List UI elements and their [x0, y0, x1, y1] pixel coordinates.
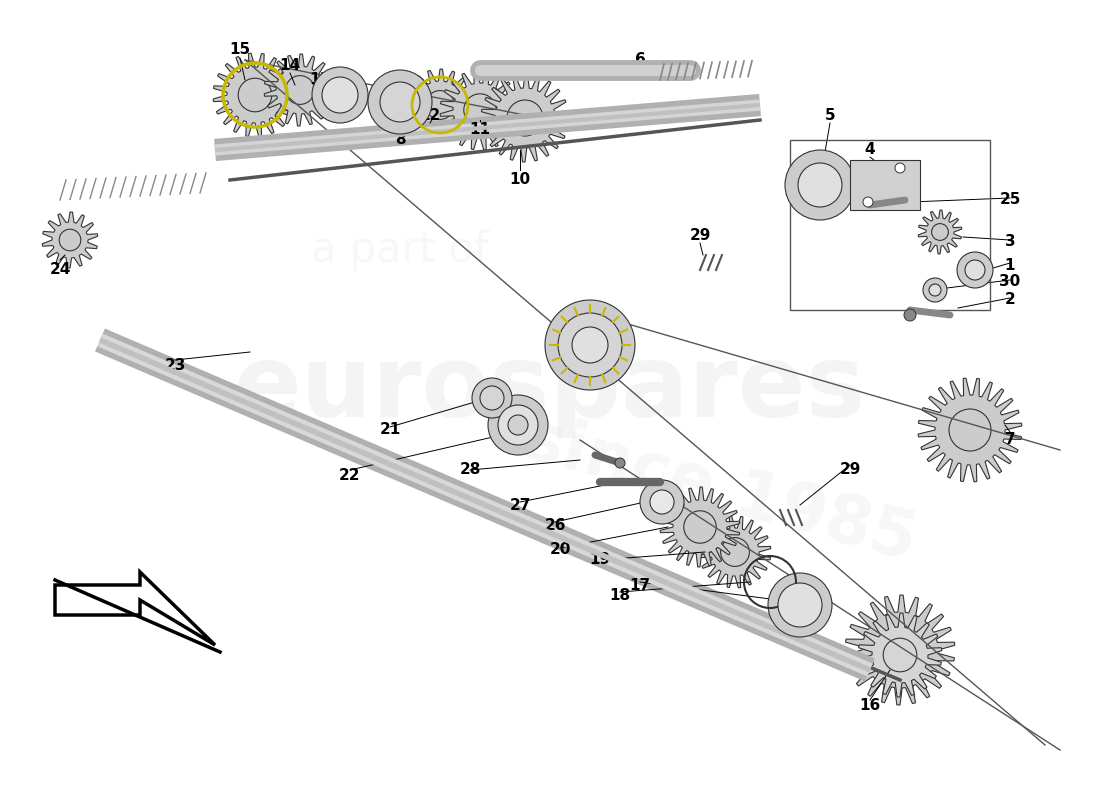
Circle shape [883, 638, 916, 672]
Text: 6: 6 [635, 53, 646, 67]
Text: 25: 25 [999, 193, 1021, 207]
Circle shape [720, 538, 749, 566]
Text: 10: 10 [509, 173, 530, 187]
Polygon shape [660, 487, 740, 567]
Circle shape [930, 284, 940, 296]
Text: 16: 16 [859, 698, 881, 713]
Polygon shape [213, 53, 297, 137]
Text: 9: 9 [615, 362, 625, 378]
Text: 7: 7 [1004, 433, 1015, 447]
Text: 5: 5 [825, 107, 835, 122]
Circle shape [239, 78, 272, 112]
Polygon shape [42, 212, 98, 268]
Text: 27: 27 [509, 498, 530, 513]
Text: 4: 4 [865, 142, 876, 158]
Polygon shape [404, 69, 476, 141]
Text: 15: 15 [230, 42, 251, 58]
Circle shape [615, 458, 625, 468]
Text: 8: 8 [395, 133, 405, 147]
Circle shape [368, 70, 432, 134]
Text: 12: 12 [419, 107, 441, 122]
Polygon shape [264, 54, 336, 126]
Circle shape [59, 230, 80, 250]
Polygon shape [850, 160, 920, 210]
Text: 28: 28 [460, 462, 481, 478]
Circle shape [650, 490, 674, 514]
Circle shape [544, 300, 635, 390]
Circle shape [778, 583, 822, 627]
Circle shape [508, 415, 528, 435]
Text: 13: 13 [309, 73, 331, 87]
Polygon shape [55, 572, 215, 645]
Circle shape [558, 313, 622, 377]
Circle shape [684, 511, 716, 543]
Circle shape [877, 627, 923, 673]
Text: 22: 22 [339, 467, 361, 482]
Circle shape [923, 278, 947, 302]
Polygon shape [858, 613, 942, 697]
Text: 2: 2 [1004, 293, 1015, 307]
Text: 24: 24 [50, 262, 70, 278]
Text: 1: 1 [1004, 258, 1015, 273]
Circle shape [785, 150, 855, 220]
Text: 21: 21 [379, 422, 400, 438]
Circle shape [322, 77, 358, 113]
Circle shape [426, 90, 454, 119]
Circle shape [472, 378, 512, 418]
Circle shape [498, 405, 538, 445]
Circle shape [379, 82, 420, 122]
Text: 29: 29 [690, 227, 711, 242]
Text: 20: 20 [549, 542, 571, 558]
Circle shape [932, 223, 948, 240]
Text: since 1985: since 1985 [517, 406, 924, 574]
Circle shape [640, 480, 684, 524]
Text: 26: 26 [544, 518, 565, 533]
Text: 14: 14 [279, 58, 300, 73]
Text: 17: 17 [629, 578, 650, 593]
Text: 11: 11 [470, 122, 491, 138]
Circle shape [895, 163, 905, 173]
Polygon shape [845, 595, 955, 705]
Circle shape [965, 260, 985, 280]
Circle shape [507, 100, 543, 136]
Circle shape [864, 197, 873, 207]
Circle shape [768, 573, 832, 637]
Bar [790, 140, 990, 310]
Polygon shape [918, 210, 961, 254]
Circle shape [480, 386, 504, 410]
Circle shape [949, 409, 991, 451]
Polygon shape [481, 74, 569, 162]
Text: eurospares: eurospares [234, 342, 866, 438]
Text: a part of: a part of [311, 229, 488, 271]
Polygon shape [440, 70, 520, 150]
Circle shape [312, 67, 368, 123]
Circle shape [464, 94, 496, 126]
Circle shape [904, 309, 916, 321]
Polygon shape [700, 516, 771, 588]
Text: 30: 30 [1000, 274, 1021, 290]
Text: 19: 19 [590, 553, 610, 567]
Circle shape [957, 252, 993, 288]
Circle shape [286, 75, 315, 104]
Circle shape [488, 395, 548, 455]
Text: 3: 3 [1004, 234, 1015, 250]
Circle shape [798, 163, 842, 207]
Circle shape [572, 327, 608, 363]
Text: 18: 18 [609, 587, 630, 602]
Polygon shape [918, 378, 1022, 482]
Text: 29: 29 [839, 462, 860, 478]
Text: 23: 23 [164, 358, 186, 373]
